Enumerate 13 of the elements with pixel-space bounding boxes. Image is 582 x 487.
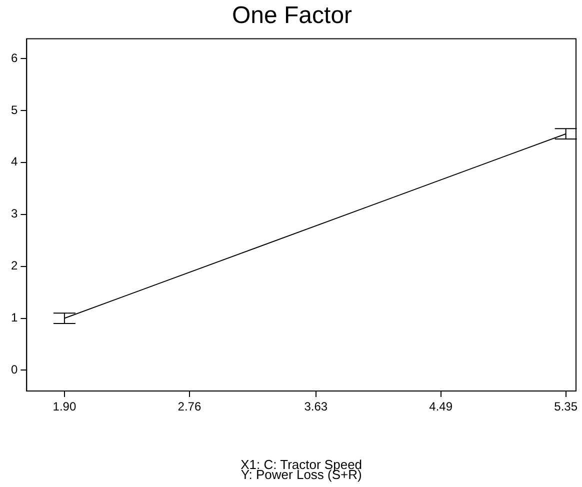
y-tick-label: 3 [10,206,18,221]
y-tick-label: 5 [10,102,18,117]
x-tick-label: 4.49 [429,400,453,414]
x-tick-label: 5.35 [554,400,578,414]
y-tick-label: 0 [10,362,18,377]
x-tick-label: 1.90 [52,400,76,414]
x-tick-label: 2.76 [178,400,202,414]
y-tick-label: 4 [10,154,18,169]
chart-title: One Factor [232,2,352,30]
x-tick-label: 3.63 [304,400,328,414]
y-tick-label: 6 [10,50,18,65]
y-tick-label: 1 [10,310,18,325]
y-tick-label: 2 [10,258,18,273]
